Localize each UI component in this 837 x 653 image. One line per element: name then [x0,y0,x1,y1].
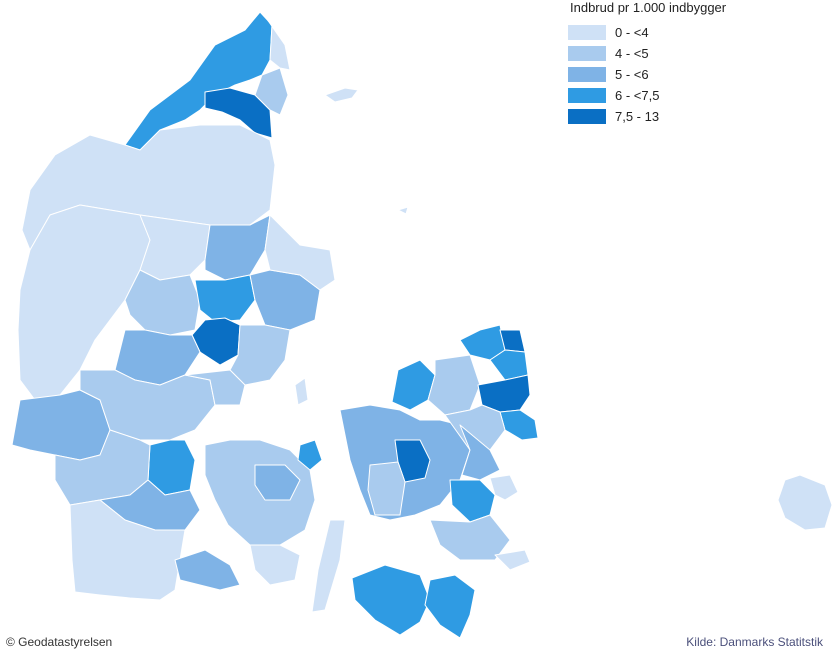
municipality-region [139,214,211,281]
municipality-region [254,464,301,501]
municipality-region [11,389,111,461]
municipality-region [391,359,436,411]
municipality-region [429,514,511,561]
legend-swatch [568,88,606,103]
municipality-region [264,214,336,291]
municipality-region [311,519,346,613]
municipality-region [69,499,186,601]
municipality-region [494,549,531,571]
municipality-region [204,87,273,139]
municipality-region [191,317,241,366]
municipality-region [261,11,291,71]
legend-item: 0 - <4 [568,22,726,43]
legend-item: 7,5 - 13 [568,106,726,127]
municipality-region [294,377,309,406]
municipality-region [249,544,301,586]
municipality-region [324,87,359,103]
municipality-region [489,474,519,501]
municipality-region [17,204,151,401]
municipality-region [499,409,539,441]
municipality-region [174,549,241,591]
municipality-region [204,214,271,281]
legend-item: 6 - <7,5 [568,85,726,106]
municipality-region [297,439,323,471]
municipality-region [229,324,291,386]
municipality-region [777,474,833,531]
municipality-region [124,269,201,336]
municipality-region [397,206,409,215]
map-legend: Indbrud pr 1.000 indbygger 0 - <4 4 - <5… [568,0,726,127]
legend-label: 0 - <4 [615,25,649,40]
municipality-region [124,11,273,151]
municipality-region [367,461,406,516]
legend-label: 6 - <7,5 [615,88,660,103]
legend-label: 4 - <5 [615,46,649,61]
legend-label: 7,5 - 13 [615,109,660,124]
municipality-region [427,354,481,416]
copyright-credit: © Geodatastyrelsen [6,635,113,649]
municipality-region [489,349,529,381]
legend-label: 5 - <6 [615,67,649,82]
municipality-region [54,429,151,506]
data-source-credit: Kilde: Danmarks Statitstik [686,635,823,649]
municipality-region [351,564,431,636]
legend-title: Indbrud pr 1.000 indbygger [570,0,727,15]
legend-item: 4 - <5 [568,43,726,64]
legend-item: 5 - <6 [568,64,726,85]
legend-swatch [568,67,606,82]
municipality-region [424,574,476,639]
legend-swatch [568,109,606,124]
legend-swatch [568,46,606,61]
municipality-region [194,274,256,323]
legend-swatch [568,25,606,40]
municipality-region [79,369,216,441]
municipality-region [184,369,246,406]
